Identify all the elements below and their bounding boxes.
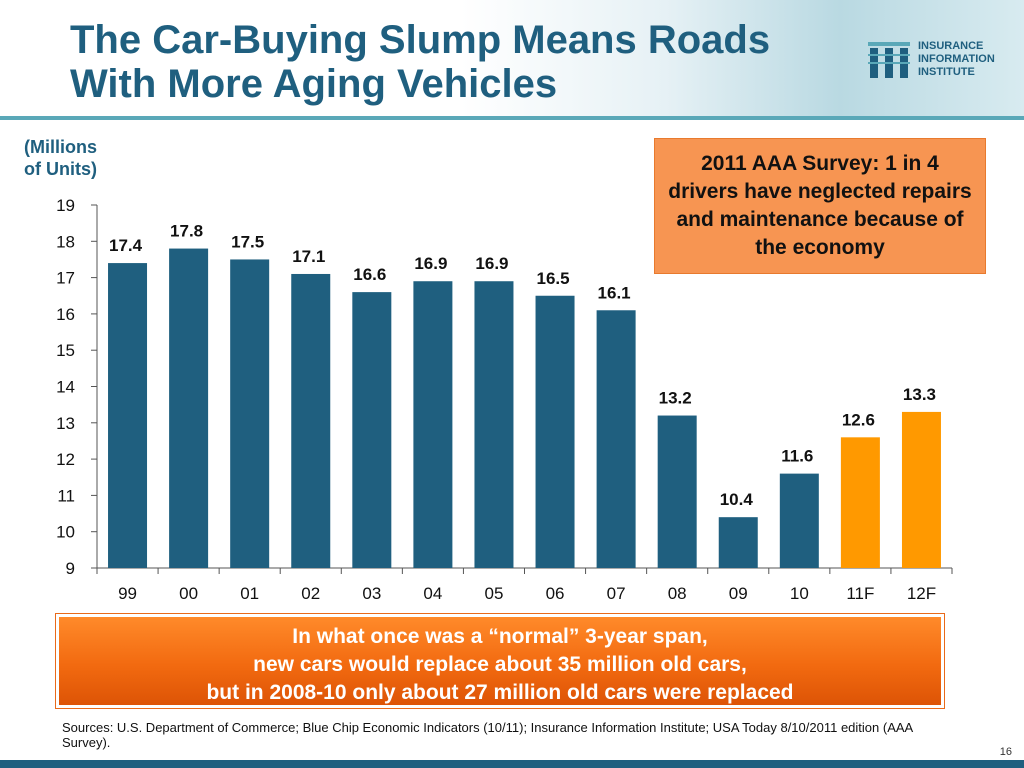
data-label-05: 16.9 xyxy=(475,254,508,273)
x-tick-label-02: 02 xyxy=(301,584,320,603)
x-tick-label-06: 06 xyxy=(546,584,565,603)
data-label-06: 16.5 xyxy=(536,269,569,288)
unit-label-line-1: (Millions xyxy=(24,137,97,157)
logo-text-line-1: INSURANCE xyxy=(918,40,984,52)
banner-line-2: new cars would replace about 35 million … xyxy=(253,653,747,676)
data-label-02: 17.1 xyxy=(292,247,325,266)
y-tick-label: 10 xyxy=(56,523,75,542)
bar-03 xyxy=(352,292,392,568)
data-label-03: 16.6 xyxy=(353,265,386,284)
bar-09 xyxy=(718,517,758,568)
y-tick-label: 13 xyxy=(56,414,75,433)
bar-12F xyxy=(901,411,941,568)
logo-text-line-3: INSTITUTE xyxy=(918,66,975,78)
data-label-01: 17.5 xyxy=(231,232,264,251)
data-label-00: 17.8 xyxy=(170,222,203,241)
iii-logo: INSURANCE INFORMATION INSTITUTE xyxy=(866,36,1016,80)
x-tick-label-07: 07 xyxy=(607,584,626,603)
bar-01 xyxy=(230,259,270,568)
bar-08 xyxy=(657,415,697,568)
page-number: 16 xyxy=(999,746,1012,758)
page-title: The Car-Buying Slump Means Roads With Mo… xyxy=(70,18,830,106)
y-tick-label: 15 xyxy=(56,341,75,360)
sources-note: Sources: U.S. Department of Commerce; Bl… xyxy=(62,720,913,750)
unit-label-line-2: of Units) xyxy=(24,159,97,179)
data-label-10: 11.6 xyxy=(781,447,813,466)
data-label-99: 17.4 xyxy=(109,236,143,255)
x-tick-label-03: 03 xyxy=(362,584,381,603)
x-tick-label-01: 01 xyxy=(240,584,259,603)
iii-logo-text: INSURANCE INFORMATION INSTITUTE xyxy=(918,40,995,79)
y-tick-label: 11 xyxy=(57,486,75,505)
bar-06 xyxy=(535,295,575,568)
banner-line-1: In what once was a “normal” 3-year span, xyxy=(292,625,708,648)
y-axis-unit-label: (Millions of Units) xyxy=(24,136,97,180)
bar-10 xyxy=(779,473,819,568)
aaa-survey-callout: 2011 AAA Survey: 1 in 4 drivers have neg… xyxy=(654,138,986,274)
y-tick-label: 18 xyxy=(56,232,75,251)
title-line-1: The Car-Buying Slump Means Roads xyxy=(70,18,771,62)
data-label-04: 16.9 xyxy=(414,254,447,273)
x-tick-label-04: 04 xyxy=(423,584,442,603)
bar-11F xyxy=(840,437,880,568)
footer-bar xyxy=(0,760,1024,768)
data-label-11F: 12.6 xyxy=(842,410,875,429)
y-tick-label: 9 xyxy=(66,559,75,578)
y-tick-label: 12 xyxy=(56,450,75,469)
x-tick-label-11F: 11F xyxy=(846,584,874,603)
bar-07 xyxy=(596,310,636,568)
y-tick-label: 19 xyxy=(56,196,75,215)
data-label-08: 13.2 xyxy=(659,389,692,408)
bar-chart: 9 10 11 12 13 14 15 16 17 18 19 17.4 99 17.8 00 17.5 01 1… xyxy=(56,196,953,603)
iii-logo-icon xyxy=(868,42,910,78)
x-tick-label-99: 99 xyxy=(118,584,137,603)
bar-04 xyxy=(413,281,453,568)
header-divider xyxy=(0,116,1024,120)
data-label-09: 10.4 xyxy=(720,490,754,509)
data-label-12F: 13.3 xyxy=(903,385,936,404)
x-tick-label-12F: 12F xyxy=(907,584,936,603)
title-line-2: With More Aging Vehicles xyxy=(70,62,558,106)
bar-02 xyxy=(291,273,331,568)
bar-05 xyxy=(474,281,514,568)
x-tick-label-10: 10 xyxy=(790,584,809,603)
x-tick-label-09: 09 xyxy=(729,584,748,603)
x-tick-label-00: 00 xyxy=(179,584,198,603)
y-tick-label: 17 xyxy=(56,269,75,288)
bar-00 xyxy=(169,248,209,568)
summary-banner: In what once was a “normal” 3-year span,… xyxy=(56,614,944,708)
header-background xyxy=(0,0,1024,118)
logo-text-line-2: INFORMATION xyxy=(918,53,995,65)
bar-99 xyxy=(108,263,148,568)
y-tick-label: 16 xyxy=(56,305,75,324)
x-tick-label-08: 08 xyxy=(668,584,687,603)
banner-line-3: but in 2008-10 only about 27 million old… xyxy=(206,681,794,704)
x-tick-label-05: 05 xyxy=(485,584,504,603)
y-tick-label: 14 xyxy=(56,378,75,397)
data-label-07: 16.1 xyxy=(598,283,631,302)
